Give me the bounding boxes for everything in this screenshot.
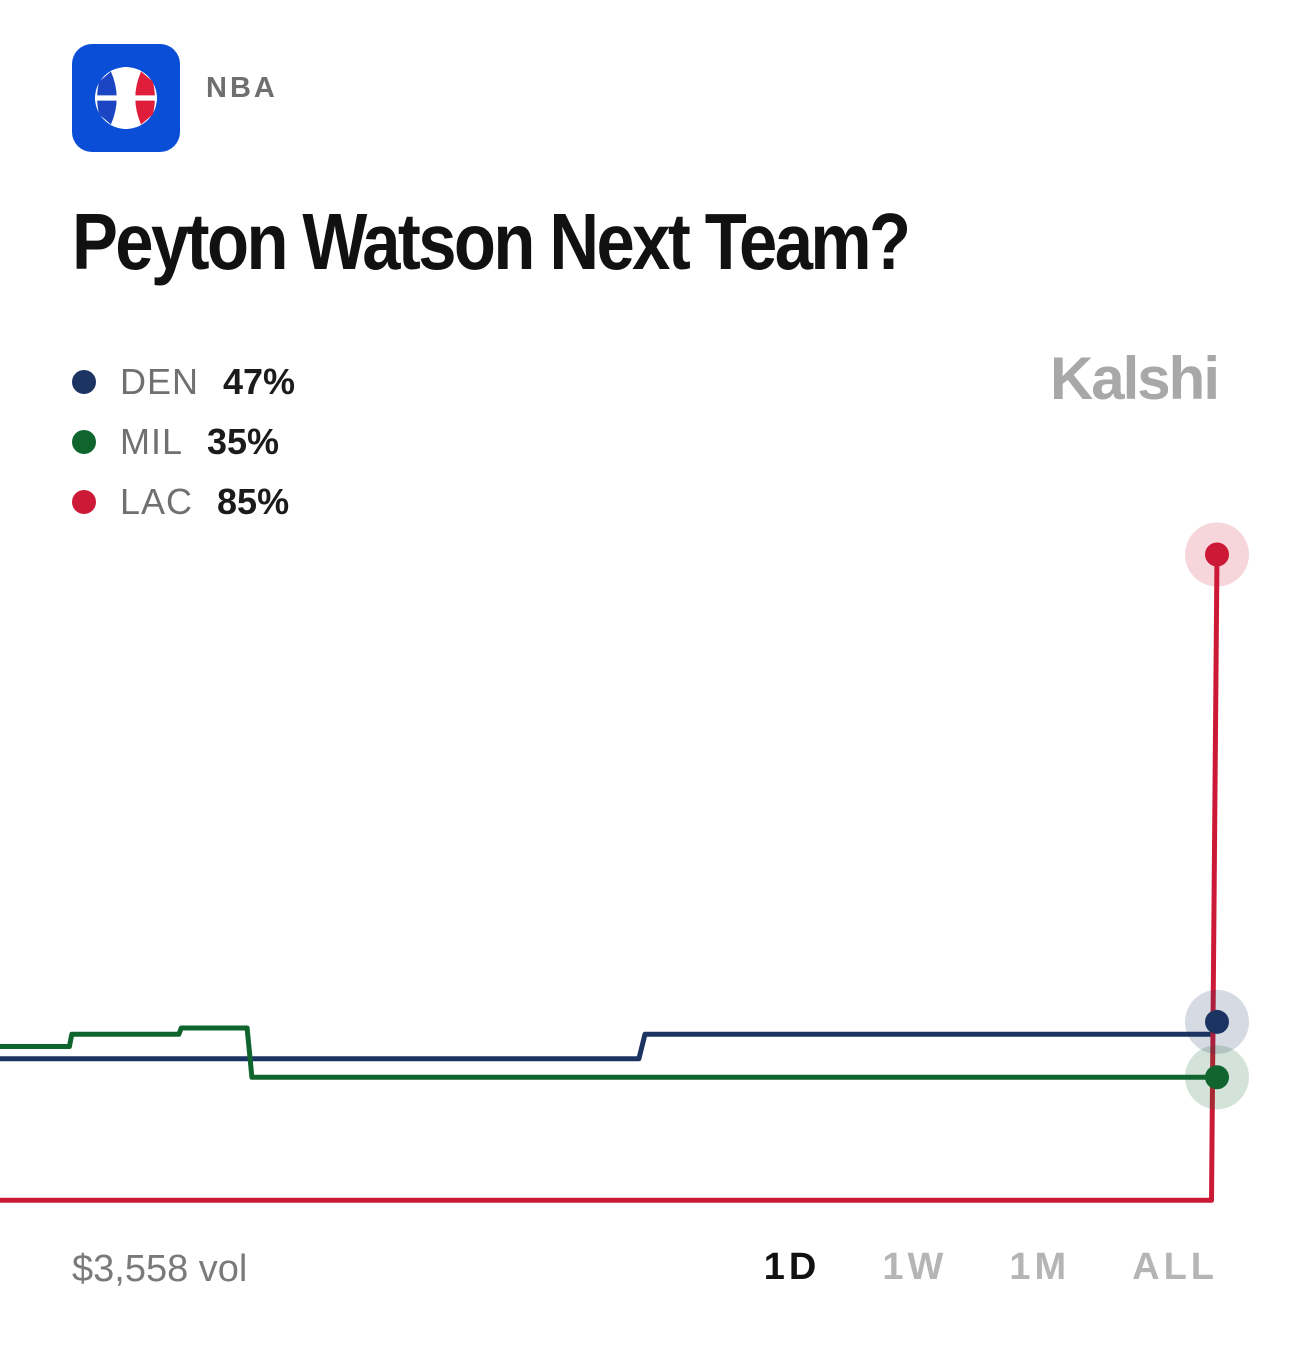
endpoint-dot-mil (1205, 1065, 1229, 1090)
legend-item-den: DEN 47% (72, 352, 295, 412)
legend-name-den: DEN (120, 361, 200, 402)
legend-dot-den (72, 370, 96, 394)
series-line-lac (0, 554, 1220, 1203)
app-icon (72, 44, 180, 152)
legend-dot-lac (72, 490, 96, 514)
endpoint-dot-den (1205, 1009, 1229, 1034)
chart-legend: DEN 47% MIL 35% LAC 85% (72, 352, 295, 532)
legend-value-mil: 35% (207, 421, 280, 462)
basketball-icon (95, 67, 157, 129)
legend-dot-mil (72, 430, 96, 454)
legend-name-lac: LAC (120, 481, 194, 522)
page-title: Peyton Watson Next Team? (72, 197, 911, 286)
series-line-mil (0, 1025, 1217, 1080)
legend-value-lac: 85% (217, 481, 290, 522)
legend-value-den: 47% (223, 361, 296, 402)
range-tab-1m[interactable]: 1M (1009, 1246, 1071, 1288)
category-label: NBA (206, 72, 278, 104)
legend-item-mil: MIL 35% (72, 412, 295, 472)
range-tabs: 1D 1W 1M ALL (702, 1246, 1218, 1289)
range-tab-all[interactable]: ALL (1132, 1246, 1218, 1288)
legend-name-mil: MIL (120, 421, 184, 462)
brand-logo: Kalshi (1049, 345, 1220, 412)
volume-label: $3,558 vol (72, 1248, 248, 1290)
endpoint-dot-lac (1205, 542, 1229, 567)
legend-item-lac: LAC 85% (72, 472, 295, 532)
price-chart (0, 522, 1249, 1203)
range-tab-1w[interactable]: 1W (882, 1246, 948, 1288)
range-tab-1d[interactable]: 1D (763, 1246, 821, 1288)
